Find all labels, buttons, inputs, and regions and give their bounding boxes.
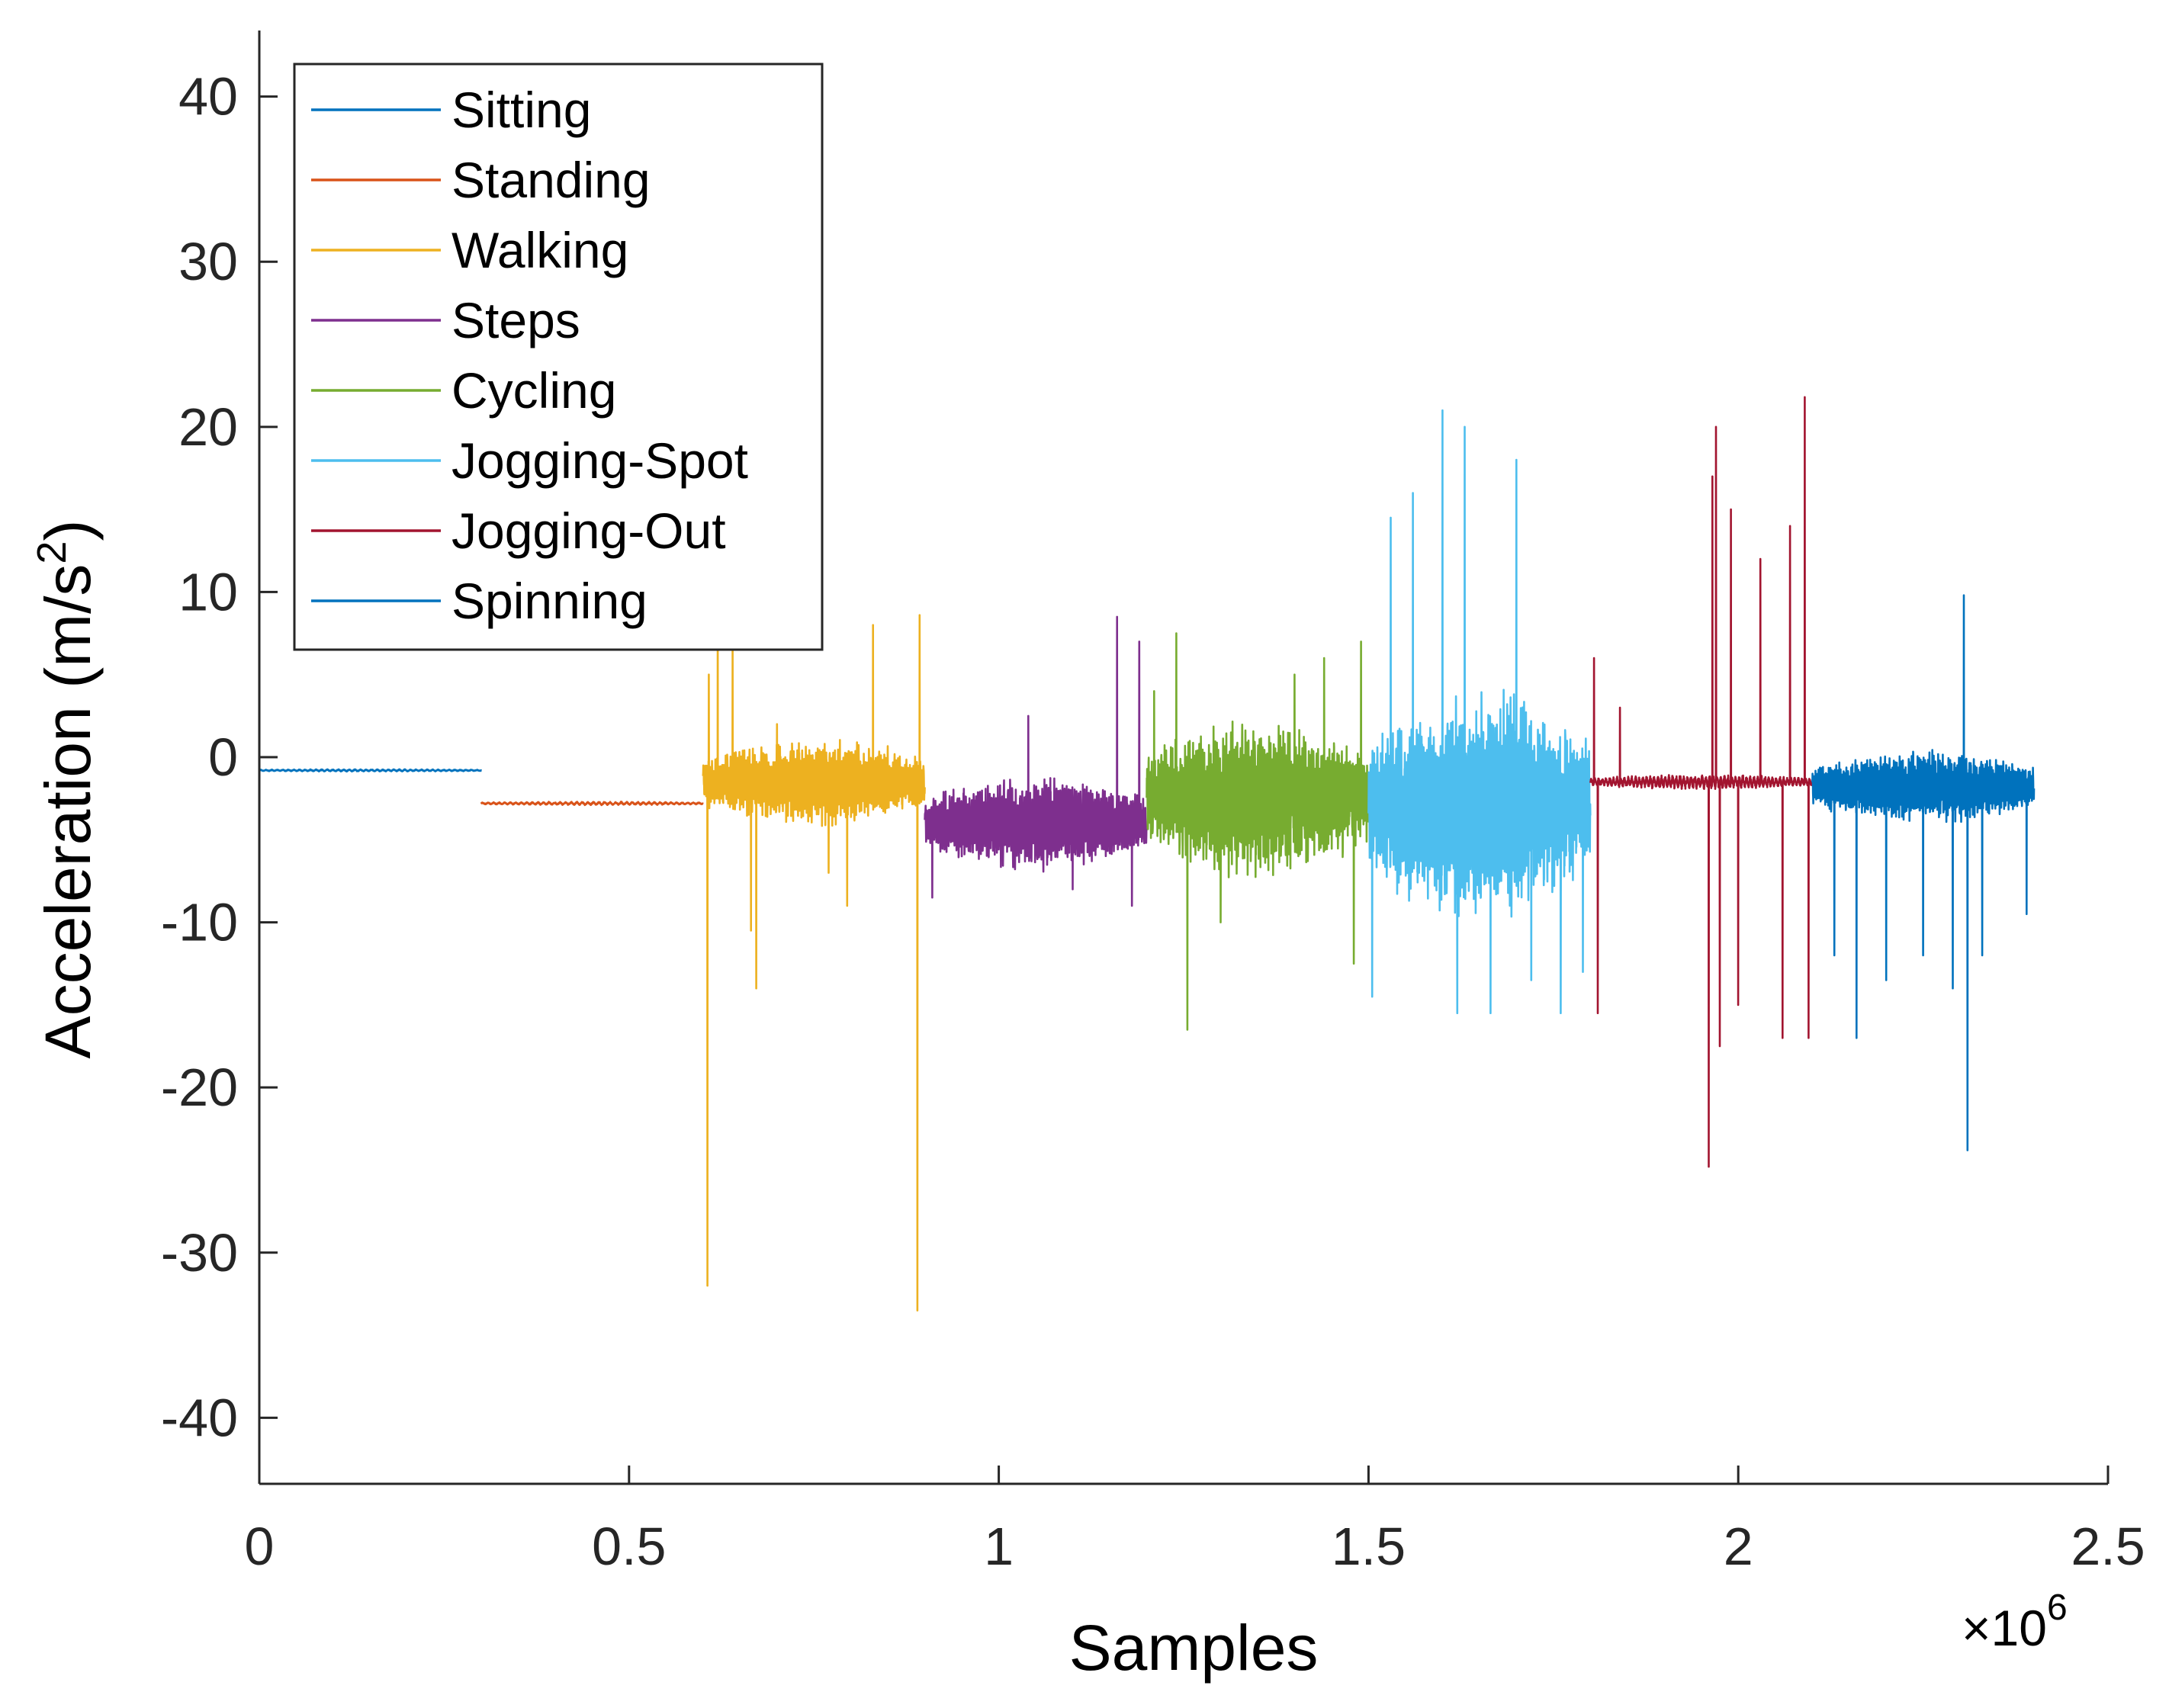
series-line-standing (480, 801, 704, 807)
y-tick-label: 20 (178, 397, 238, 457)
legend-label-steps: Steps (451, 292, 580, 348)
series-line-sitting (258, 768, 483, 773)
y-axis-title-main: Acceleration (m/s (32, 564, 104, 1059)
series-line-jogging-spot (1367, 409, 1592, 1014)
x-exponent-label: ×106 (1962, 1588, 2068, 1656)
y-axis-title-superscript: 2 (29, 541, 75, 564)
legend-label-walking: Walking (451, 222, 628, 278)
x-tick-label: 2.5 (2071, 1517, 2145, 1576)
legend-label-cycling: Cycling (451, 362, 616, 419)
legend-label-standing: Standing (451, 152, 651, 208)
y-axis-title: Acceleration (m/s2) (29, 520, 104, 1059)
x-tick-label: 1 (984, 1517, 1014, 1576)
series-layer (258, 396, 2036, 1312)
series-line-jogging-out (1589, 396, 1814, 1168)
legend-box (293, 63, 824, 651)
y-axis-title-close: ) (32, 520, 104, 541)
series-line-steps (924, 615, 1148, 907)
series-line-spinning (1811, 594, 2036, 1151)
legend-label-spinning: Spinning (451, 573, 647, 629)
y-tick-label: -30 (161, 1223, 238, 1283)
legend-label-jogging-spot: Jogging-Spot (451, 432, 748, 489)
y-tick-label: 0 (208, 727, 238, 787)
y-tick-label: 40 (178, 67, 238, 127)
ticks-layer: 0 0.5 1 1.5 2 2.5 -40 -30 -20 -10 0 10 20 30 40 (161, 67, 2145, 1576)
y-tick-label: -40 (161, 1388, 238, 1447)
series-line-walking (702, 607, 926, 1312)
x-tick-label: 2 (1724, 1517, 1753, 1576)
x-tick-label: 0 (245, 1517, 275, 1576)
y-tick-label: -20 (161, 1058, 238, 1117)
legend-label-sitting: Sitting (451, 82, 591, 138)
x-axis-title: Samples (1069, 1612, 1319, 1684)
y-tick-label: 30 (178, 232, 238, 291)
y-tick-label: 10 (178, 562, 238, 621)
x-exponent-base: ×10 (1962, 1600, 2047, 1656)
legend: Sitting Standing Walking Steps Cycling Joggin… (293, 63, 824, 651)
legend-label-jogging-out: Jogging-Out (451, 502, 726, 559)
x-tick-label: 0.5 (592, 1517, 666, 1576)
x-tick-label: 1.5 (1332, 1517, 1406, 1576)
series-line-cycling (1146, 632, 1370, 1031)
y-tick-label: -10 (161, 893, 238, 952)
x-exponent-power: 6 (2047, 1588, 2068, 1628)
